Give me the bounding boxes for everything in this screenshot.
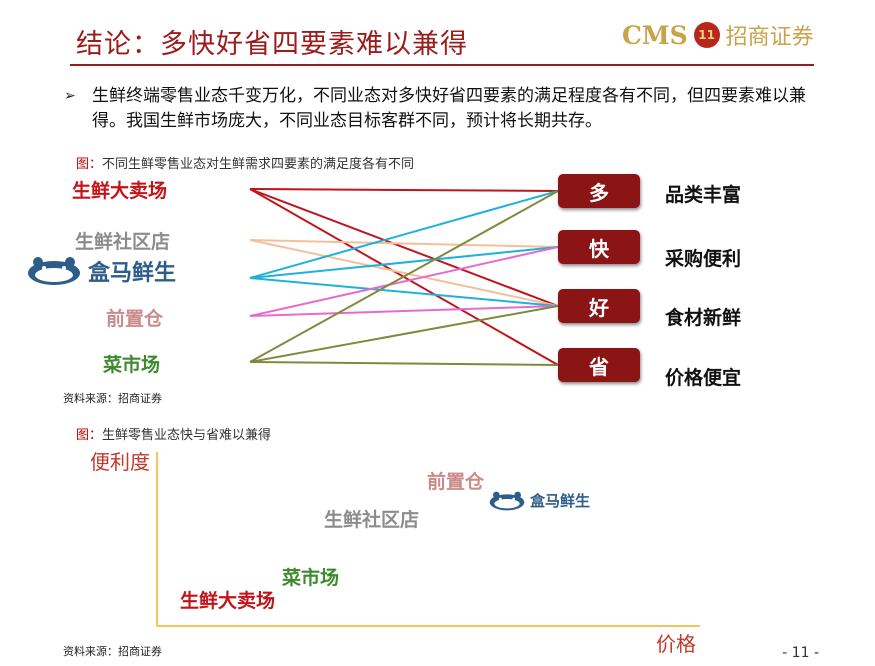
factor-meaning-variety: 品类丰富	[665, 184, 742, 206]
factor-box-save: 省	[558, 348, 640, 382]
hippo-logo-icon	[489, 491, 525, 510]
factor-meaning-convenience: 采购便利	[665, 248, 742, 270]
figure2-caption-text: 生鲜零售业态快与省难以兼得	[102, 428, 272, 443]
point-front-warehouse: 前置仓	[427, 471, 485, 493]
connection-line-5	[249, 190, 559, 279]
factor-box-more: 多	[558, 174, 640, 208]
x-axis-label: 价格	[656, 632, 696, 656]
hema-text: 盒马鲜生	[88, 261, 177, 286]
page-title: 结论：多快好省四要素难以兼得	[76, 29, 468, 60]
factor-box-good: 好	[558, 289, 640, 323]
title-divider	[70, 64, 814, 66]
connection-line-10	[249, 190, 559, 363]
connection-line-0	[249, 188, 559, 192]
point-hema: 盒马鲜生	[488, 490, 590, 511]
logo-chinese: 招商证券	[725, 25, 814, 50]
connection-line-7	[249, 277, 559, 307]
summary-text: 生鲜终端零售业态千变万化，不同业态对多快好省四要素的满足程度各有不同，但四要素难…	[92, 86, 806, 131]
connection-line-6	[249, 246, 559, 279]
hippo-logo-icon	[28, 257, 80, 285]
cms-logo: CMS 11 招商证券	[622, 18, 814, 52]
connection-line-9	[249, 305, 559, 317]
point-wet-market: 菜市场	[282, 567, 340, 589]
connection-line-8	[249, 246, 559, 317]
connection-line-3	[249, 239, 559, 248]
point-community-store: 生鲜社区店	[324, 509, 420, 531]
connection-line-4	[249, 239, 559, 307]
figure2-caption-prefix: 图：	[76, 428, 103, 443]
factor-box-fast: 快	[558, 230, 640, 264]
factor-meaning-price: 价格便宜	[665, 367, 742, 389]
y-axis-label: 便利度	[90, 450, 150, 474]
figure1-caption-prefix: 图：	[76, 157, 103, 172]
figure2-source: 资料来源：招商证券	[63, 645, 162, 658]
format-label-front-warehouse: 前置仓	[106, 308, 164, 330]
figure2-caption: 图：生鲜零售业态快与省难以兼得	[76, 424, 271, 443]
connection-line-1	[249, 188, 559, 307]
point-hypermarket: 生鲜大卖场	[180, 590, 276, 612]
logo-latin: CMS	[622, 20, 688, 50]
logo-seal-icon: 11	[693, 22, 720, 48]
factor-meaning-freshness: 食材新鲜	[665, 307, 742, 329]
figure1-source: 资料来源：招商证券	[63, 392, 162, 405]
figure1-caption-text: 不同生鲜零售业态对生鲜需求四要素的满足度各有不同	[102, 157, 415, 172]
format-label-hypermarket: 生鲜大卖场	[72, 180, 168, 202]
format-label-community-store: 生鲜社区店	[75, 231, 171, 253]
page-number: - 11 -	[782, 645, 819, 661]
point-hema-text: 盒马鲜生	[530, 492, 591, 510]
connection-line-12	[249, 361, 559, 366]
bullet-arrow-icon: ➢	[64, 88, 76, 104]
format-label-wet-market: 菜市场	[103, 354, 161, 376]
connection-line-11	[249, 305, 559, 363]
format-label-hema: 盒马鲜生	[26, 255, 176, 287]
figure1-caption: 图：不同生鲜零售业态对生鲜需求四要素的满足度各有不同	[76, 153, 414, 172]
